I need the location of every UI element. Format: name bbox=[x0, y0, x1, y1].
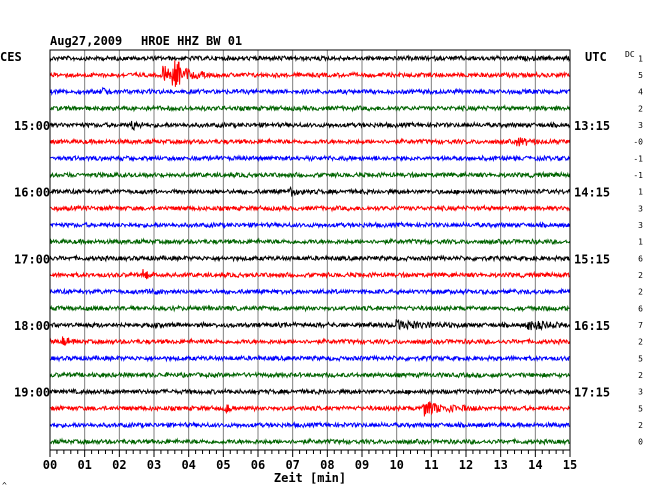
x-tick-label: 01 bbox=[77, 458, 91, 472]
x-tick-label: 15 bbox=[563, 458, 577, 472]
right-timezone-label: UTC bbox=[585, 50, 607, 64]
plot-date: Aug27,2009 bbox=[50, 34, 122, 48]
seismic-trace bbox=[49, 254, 571, 263]
right-time-label: 15:15 bbox=[574, 252, 610, 266]
dc-offset-label: 2 bbox=[638, 271, 643, 280]
dc-offset-label: 2 bbox=[638, 104, 643, 113]
dc-offset-label: 5 bbox=[638, 71, 643, 80]
seismic-trace bbox=[49, 204, 571, 213]
seismic-trace bbox=[49, 60, 570, 87]
seismic-trace bbox=[49, 237, 571, 246]
x-tick-label: 00 bbox=[43, 458, 57, 472]
seismic-trace bbox=[49, 401, 571, 417]
right-time-label: 13:15 bbox=[574, 119, 610, 133]
seismic-trace bbox=[49, 54, 571, 63]
dc-offset-label: 1 bbox=[638, 188, 643, 197]
dc-offset-label: 3 bbox=[638, 121, 643, 130]
left-time-label: 15:00 bbox=[14, 119, 50, 133]
dc-offset-label: 7 bbox=[638, 321, 643, 330]
seismic-trace bbox=[50, 354, 570, 363]
seismic-trace bbox=[49, 336, 571, 347]
x-tick-label: 07 bbox=[285, 458, 299, 472]
seismic-trace bbox=[49, 220, 571, 229]
footer-mark: ^ bbox=[2, 481, 7, 490]
right-time-label: 17:15 bbox=[574, 386, 610, 400]
seismic-trace bbox=[49, 185, 571, 197]
trace-layer bbox=[49, 54, 571, 446]
seismic-trace bbox=[49, 387, 571, 396]
dc-offset-label: 0 bbox=[638, 438, 643, 447]
right-time-label: 14:15 bbox=[574, 186, 610, 200]
left-timezone-label: CES bbox=[0, 50, 22, 64]
x-tick-label: 11 bbox=[424, 458, 438, 472]
right-time-label: 16:15 bbox=[574, 319, 610, 333]
seismic-trace bbox=[49, 268, 570, 280]
seismic-trace bbox=[49, 104, 571, 113]
dc-offset-label: 5 bbox=[638, 404, 643, 413]
seismic-trace bbox=[49, 137, 571, 147]
x-tick-label: 03 bbox=[147, 458, 161, 472]
dc-offset-label: -0 bbox=[633, 138, 643, 147]
dc-offset-label: 6 bbox=[638, 254, 643, 263]
x-tick-label: 12 bbox=[459, 458, 473, 472]
x-tick-label: 02 bbox=[112, 458, 126, 472]
seismic-trace bbox=[49, 86, 571, 96]
grid-layer bbox=[84, 50, 536, 450]
dc-offset-label: -1 bbox=[633, 154, 643, 163]
seismic-trace bbox=[49, 370, 571, 380]
x-axis-label: Zeit [min] bbox=[274, 471, 346, 485]
x-tick-label: 04 bbox=[181, 458, 195, 472]
left-time-label: 19:00 bbox=[14, 386, 50, 400]
seismic-trace bbox=[49, 437, 570, 446]
dc-offset-label: 3 bbox=[638, 388, 643, 397]
seismic-trace bbox=[49, 318, 571, 331]
x-tick-label: 05 bbox=[216, 458, 230, 472]
dc-offset-label: 3 bbox=[638, 204, 643, 213]
dc-offset-label: 2 bbox=[638, 371, 643, 380]
x-tick-label: 14 bbox=[528, 458, 542, 472]
seismic-trace bbox=[49, 154, 571, 163]
left-time-label: 17:00 bbox=[14, 252, 50, 266]
dc-offset-label: 1 bbox=[638, 238, 643, 247]
dc-offset-label: 2 bbox=[638, 288, 643, 297]
x-tick-label: 09 bbox=[355, 458, 369, 472]
seismic-trace bbox=[49, 120, 571, 132]
x-tick-label: 08 bbox=[320, 458, 334, 472]
station-label: HROE HHZ BW 01 bbox=[141, 34, 242, 48]
seismic-trace bbox=[49, 304, 570, 313]
tick-layer: 00 01 02 03 04 05 06 07 08 09 10 11 12 13 14 15 bbox=[43, 450, 577, 472]
dc-offset-label: 6 bbox=[638, 304, 643, 313]
seismic-trace bbox=[49, 170, 571, 179]
left-time-label: 16:00 bbox=[14, 186, 50, 200]
plot-frame bbox=[49, 49, 571, 451]
seismic-trace bbox=[49, 287, 571, 296]
dc-offset-label: 4 bbox=[638, 88, 643, 97]
dc-offset-label: -1 bbox=[633, 171, 643, 180]
dc-offset-label: 2 bbox=[638, 338, 643, 347]
dc-offset-label: 3 bbox=[638, 221, 643, 230]
dc-offset-label: 1 bbox=[638, 54, 643, 63]
dc-offset-label: 5 bbox=[638, 354, 643, 363]
x-tick-label: 10 bbox=[389, 458, 403, 472]
dc-header-label: DC bbox=[625, 50, 635, 59]
seismic-trace bbox=[49, 420, 570, 429]
x-tick-label: 13 bbox=[493, 458, 507, 472]
dc-offset-label: 2 bbox=[638, 421, 643, 430]
left-time-label: 18:00 bbox=[14, 319, 50, 333]
x-tick-label: 06 bbox=[251, 458, 265, 472]
